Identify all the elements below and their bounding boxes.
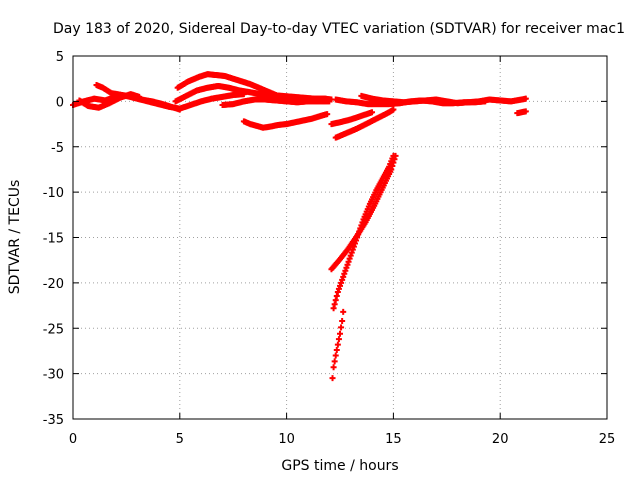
tick-labels: 0 5 10 15 20 25 5 0 -5 -10 -15 -20 -25 -30 -35: [43, 50, 616, 447]
data-point: [343, 264, 350, 271]
data-point: [482, 98, 489, 105]
data-point: [350, 243, 357, 250]
data-point: [340, 308, 347, 315]
data-point: [332, 352, 339, 359]
data-point: [331, 358, 338, 365]
series-track-6: [219, 96, 333, 109]
data-point: [344, 261, 351, 268]
x-axis-label: GPS time / hours: [281, 458, 398, 474]
data-point: [348, 249, 355, 256]
series-track-4: [172, 82, 335, 105]
data-point: [339, 317, 346, 324]
series-track-3: [93, 82, 183, 113]
data-point: [345, 258, 352, 265]
x-tick-label: 20: [492, 432, 509, 447]
series-track-8: [328, 109, 376, 128]
data-point: [355, 231, 362, 238]
data-point: [353, 237, 360, 244]
series-track-11: [332, 96, 489, 108]
data-point: [354, 234, 361, 241]
y-axis-label: SDTVAR / TECUs: [7, 180, 23, 295]
grid-lines: [73, 56, 607, 419]
data-point: [358, 222, 365, 229]
data-point: [342, 267, 349, 274]
series-track-15: [329, 308, 347, 382]
data-point: [326, 98, 333, 105]
data-layer: [70, 71, 529, 382]
data-point: [335, 336, 342, 343]
y-tick-label: -25: [43, 322, 64, 337]
y-tick-label: 0: [56, 95, 64, 110]
data-point: [390, 106, 397, 113]
x-tick-label: 10: [278, 432, 295, 447]
data-point: [347, 252, 354, 259]
data-point: [337, 282, 343, 289]
y-tick-label: -30: [43, 368, 64, 383]
data-point: [346, 255, 353, 262]
data-point: [176, 106, 183, 113]
data-point: [324, 111, 331, 118]
data-point: [334, 341, 341, 348]
data-point: [357, 225, 364, 232]
chart-title: Day 183 of 2020, Sidereal Day-to-day VTE…: [53, 21, 625, 37]
data-point: [335, 285, 342, 292]
data-point: [341, 270, 348, 277]
y-tick-label: 5: [56, 50, 64, 65]
data-point: [334, 288, 341, 295]
x-tick-label: 15: [385, 432, 402, 447]
data-point: [351, 240, 358, 247]
data-point: [329, 375, 336, 382]
data-point: [333, 347, 340, 354]
series-track-9: [332, 106, 397, 141]
y-tick-label: -20: [43, 277, 64, 292]
series-track-7: [240, 111, 331, 131]
data-point: [522, 108, 529, 115]
x-tick-label: 25: [599, 432, 616, 447]
series-track-14: [330, 152, 397, 312]
data-point: [333, 293, 340, 300]
data-point: [340, 273, 347, 280]
data-point: [337, 330, 343, 337]
x-tick-label: 0: [69, 432, 77, 447]
y-tick-label: -35: [43, 413, 64, 428]
data-point: [331, 301, 338, 308]
data-point: [349, 246, 356, 253]
axis-ticks: [72, 55, 608, 420]
data-point: [332, 297, 339, 304]
data-point: [330, 364, 337, 371]
series-track-13: [328, 152, 399, 273]
data-point: [522, 95, 529, 102]
x-tick-label: 5: [176, 432, 184, 447]
data-point: [356, 228, 363, 235]
data-point: [339, 276, 346, 283]
data-point: [338, 279, 345, 286]
y-tick-label: -10: [43, 186, 64, 201]
data-point: [359, 219, 366, 226]
data-point: [369, 109, 376, 116]
y-tick-label: -15: [43, 232, 64, 247]
data-point: [338, 324, 345, 331]
data-point: [390, 152, 397, 159]
data-point: [330, 305, 337, 312]
series-track-12: [514, 108, 529, 117]
y-tick-label: -5: [51, 141, 64, 156]
